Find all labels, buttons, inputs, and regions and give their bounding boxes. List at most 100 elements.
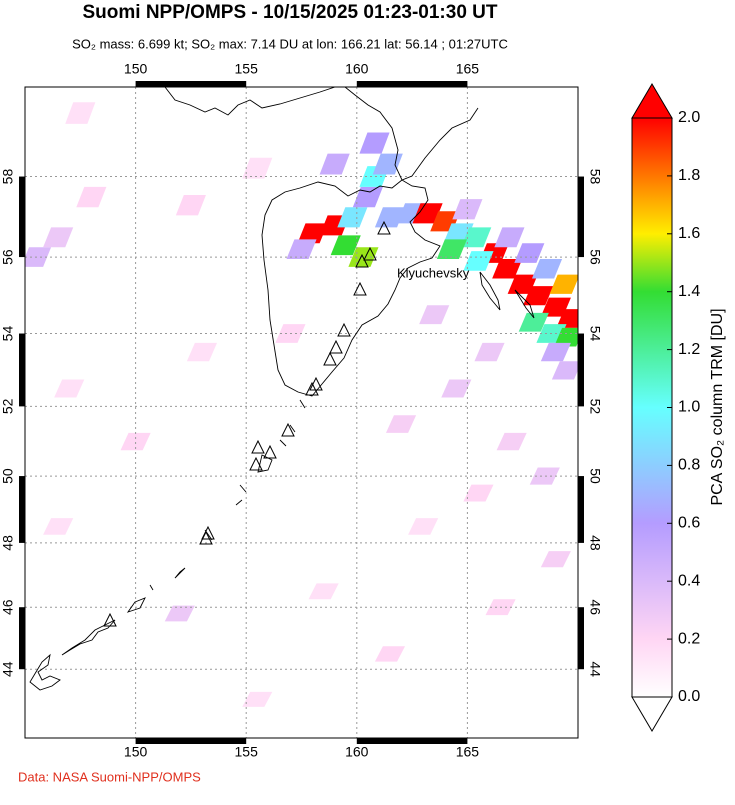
lat-tick-label: 54 (587, 326, 603, 342)
lon-tick-label: 150 (124, 744, 148, 760)
colorbar-tick-label: 0.0 (678, 688, 700, 705)
lat-tick-label: 52 (587, 399, 603, 415)
so2-cell (461, 227, 492, 248)
lat-tick-label: 50 (0, 468, 16, 484)
lat-tick-bar (19, 176, 25, 258)
lon-tick-label: 160 (345, 744, 369, 760)
lat-tick-label: 50 (587, 468, 603, 484)
subtitle: SO₂ mass: 6.699 kt; SO₂ max: 7.14 DU at … (72, 36, 508, 51)
so2-cell (556, 309, 578, 328)
so2-cell (297, 223, 328, 244)
lon-tick-label: 150 (124, 61, 148, 77)
so2-cell (352, 186, 383, 208)
source: Data: NASA Suomi-NPP/OMPS (18, 769, 201, 784)
lat-tick-label: 44 (0, 661, 16, 677)
volcano (103, 612, 117, 627)
colorbar-tick-label: 0.2 (678, 630, 700, 647)
so2-cell (551, 361, 578, 380)
volcano (337, 322, 351, 337)
lat-tick-bar (578, 607, 584, 670)
lat-tick-label: 44 (587, 661, 603, 677)
so2-cell (419, 305, 450, 325)
lat-tick-label: 54 (0, 326, 16, 342)
volcano (305, 381, 319, 396)
lat-tick-label: 48 (0, 535, 16, 551)
so2-cell (549, 274, 578, 294)
lat-tick-label: 52 (0, 398, 16, 414)
so2-cell (436, 239, 467, 260)
commander-islands (514, 289, 535, 319)
colorbar-gradient (631, 117, 673, 698)
lat-tick-label: 58 (0, 169, 16, 185)
so2-cell (337, 207, 368, 228)
so2-cell (242, 157, 273, 179)
so2-cell (385, 415, 417, 433)
so2-cell (54, 379, 85, 398)
lat-tick-label: 58 (587, 169, 603, 185)
lat-tick-label: 56 (587, 249, 603, 265)
colorbar-tick-label: 0.6 (678, 515, 700, 532)
coastline (344, 87, 479, 181)
colorbar-tick-label: 2.0 (678, 109, 700, 126)
lon-tick-bar (135, 81, 247, 87)
lat-tick-bar (19, 607, 25, 670)
colorbar-tick-label: 1.8 (678, 167, 700, 184)
lat-tick-label: 46 (0, 599, 16, 615)
colorbar-label: PCA SO₂ column TRM [DU] (709, 308, 726, 505)
lon-tick-label: 155 (235, 744, 259, 760)
so2-cell (496, 432, 527, 451)
so2-cell (452, 199, 483, 220)
lon-tick-label: 165 (456, 61, 480, 77)
volcano (323, 351, 337, 366)
so2-cell (518, 312, 549, 332)
colorbar-tick-label: 1.6 (678, 225, 700, 242)
so2-cell (529, 467, 560, 485)
volcano-label: Klyuchevsky (397, 265, 470, 280)
so2-cell (372, 153, 403, 175)
so2-cell (540, 551, 571, 568)
so2-cell (76, 186, 107, 208)
map-area (25, 87, 578, 738)
colorbar: 0.0 0.2 0.4 0.6 0.8 1.0 1.2 1.4 1.6 1.8 2.0 PCA SO₂… (631, 83, 726, 732)
colorbar-tick-label: 0.8 (678, 457, 700, 474)
lon-tick-bar (356, 81, 468, 87)
lat-tick-bar (578, 476, 584, 543)
volcano (251, 439, 265, 454)
frame: 150 150 155 155 160 160 165 165 44 44 46 46 48 48 50 50… (0, 61, 603, 760)
kamchatka-cape (479, 271, 501, 311)
so2-cell (186, 342, 218, 362)
so2-cell (412, 203, 443, 224)
so2-cell (286, 239, 317, 260)
colorbar-extend-high (631, 83, 673, 119)
so2-cell (43, 518, 74, 535)
lat-tick-label: 56 (0, 249, 16, 265)
lat-tick-bar (19, 476, 25, 543)
so2-cell (523, 286, 554, 306)
so2-cell (554, 327, 578, 347)
so2-cell (43, 227, 74, 248)
volcano (355, 253, 369, 268)
volcano (249, 456, 263, 471)
so2-cell (408, 518, 439, 535)
lat-tick-label: 48 (587, 535, 603, 551)
so2-cell (65, 102, 96, 124)
colorbar-tick-label: 0.4 (678, 572, 700, 589)
so2-cell (540, 342, 571, 362)
lon-tick-bar (135, 738, 247, 744)
so2-cell (308, 583, 339, 600)
so2-cell (120, 432, 151, 451)
lon-tick-label: 160 (345, 61, 369, 77)
so2-cell (164, 605, 195, 622)
so2-cell (514, 243, 545, 263)
volcano (363, 246, 377, 261)
lat-tick-bar (578, 333, 584, 407)
map-border (24, 86, 579, 739)
volcano (377, 220, 391, 235)
colorbar-tick-label: 1.2 (678, 341, 700, 358)
coastline (164, 87, 336, 116)
so2-cell (463, 484, 494, 502)
so2-cell (175, 195, 206, 216)
so2-cell (531, 259, 563, 279)
so2-cell (441, 379, 472, 398)
